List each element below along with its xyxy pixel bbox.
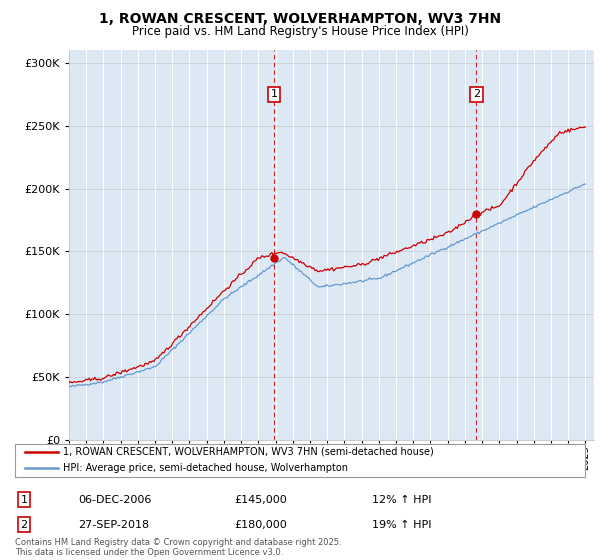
Text: 1: 1 bbox=[271, 90, 278, 99]
Text: HPI: Average price, semi-detached house, Wolverhampton: HPI: Average price, semi-detached house,… bbox=[64, 463, 349, 473]
Text: 1, ROWAN CRESCENT, WOLVERHAMPTON, WV3 7HN (semi-detached house): 1, ROWAN CRESCENT, WOLVERHAMPTON, WV3 7H… bbox=[64, 446, 434, 456]
Text: £145,000: £145,000 bbox=[234, 494, 287, 505]
Text: 06-DEC-2006: 06-DEC-2006 bbox=[78, 494, 151, 505]
Text: 19% ↑ HPI: 19% ↑ HPI bbox=[372, 520, 431, 530]
Text: 2: 2 bbox=[473, 90, 480, 99]
Text: £180,000: £180,000 bbox=[234, 520, 287, 530]
Text: 1: 1 bbox=[20, 494, 28, 505]
Text: Contains HM Land Registry data © Crown copyright and database right 2025.
This d: Contains HM Land Registry data © Crown c… bbox=[15, 538, 341, 557]
Text: 1, ROWAN CRESCENT, WOLVERHAMPTON, WV3 7HN: 1, ROWAN CRESCENT, WOLVERHAMPTON, WV3 7H… bbox=[99, 12, 501, 26]
Text: 2: 2 bbox=[20, 520, 28, 530]
Text: Price paid vs. HM Land Registry's House Price Index (HPI): Price paid vs. HM Land Registry's House … bbox=[131, 25, 469, 38]
Text: 27-SEP-2018: 27-SEP-2018 bbox=[78, 520, 149, 530]
Text: 12% ↑ HPI: 12% ↑ HPI bbox=[372, 494, 431, 505]
